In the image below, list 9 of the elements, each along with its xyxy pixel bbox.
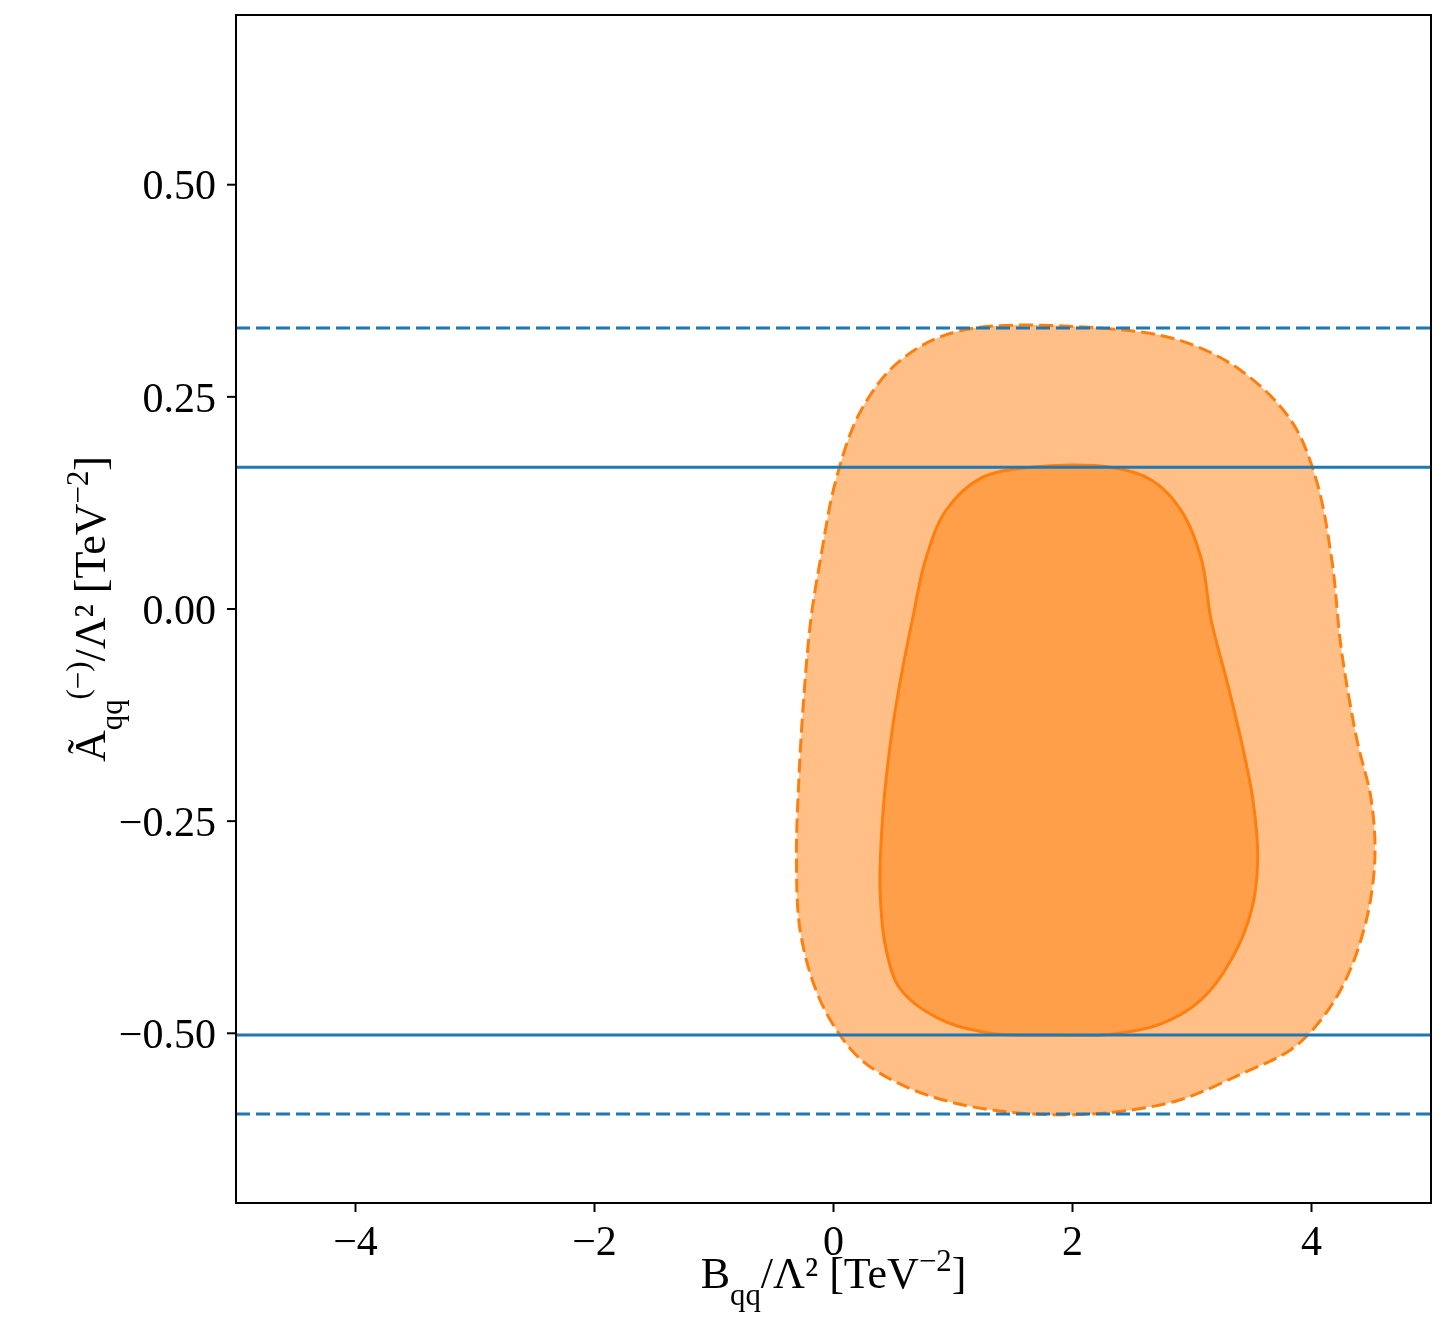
y-tick-label: 0.50 (142, 162, 216, 209)
y-tick-label: −0.25 (118, 798, 216, 845)
x-tick-label: 4 (1301, 1218, 1322, 1264)
x-tick-label: −2 (572, 1218, 617, 1264)
y-tick-label: 0.00 (142, 586, 216, 633)
y-tick-label: −0.50 (118, 1010, 216, 1057)
x-tick-label: 2 (1062, 1218, 1083, 1264)
x-tick-label: −4 (333, 1218, 378, 1264)
y-tick-label: 0.25 (142, 374, 216, 421)
